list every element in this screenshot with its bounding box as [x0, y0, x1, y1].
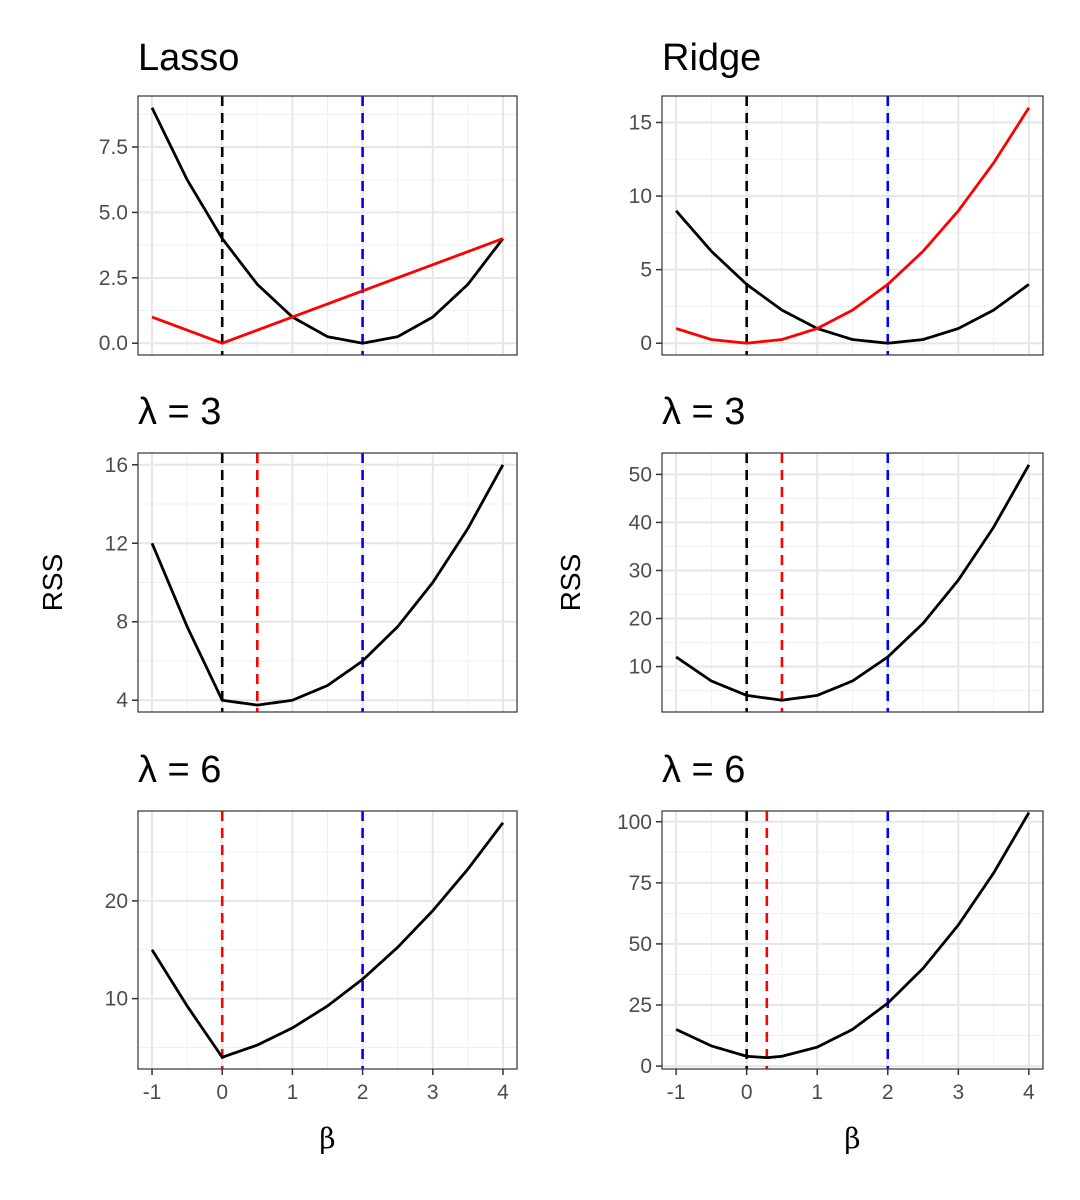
x-tick-label: 4: [1023, 1081, 1035, 1104]
panel-border: [661, 810, 1044, 1070]
x-tick-label: 0: [216, 1081, 228, 1104]
curve-rss-penalty: [150, 464, 505, 707]
y-tick-label: 4: [116, 689, 128, 712]
panel-lasso-bot: 10 20 -1 0 1 2 3 4 β λ = 6: [105, 749, 518, 1155]
x-tick-label: 0: [741, 1081, 753, 1104]
y-tick-label: 20: [105, 890, 128, 913]
panel-border: [137, 95, 518, 356]
y-tick-label: 10: [629, 185, 652, 208]
panel-ridge-mid: 10 20 30 40 50 λ = 3 RSS: [555, 391, 1044, 713]
x-axis-title: β: [844, 1122, 860, 1155]
x-tick-label: 3: [952, 1081, 964, 1104]
panel-border: [661, 452, 1044, 713]
panel-title: Lasso: [138, 37, 239, 79]
panel-lasso-top: 0.0 2.5 5.0 7.5 Lasso: [99, 37, 518, 356]
y-tick-label: 50: [629, 933, 652, 956]
panel-title: λ = 6: [662, 749, 745, 791]
y-tick-label: 16: [105, 454, 128, 477]
y-tick-label: 5: [640, 259, 652, 282]
x-tick-label: -1: [143, 1081, 162, 1104]
panel-border: [137, 452, 518, 713]
y-tick-label: 5.0: [99, 201, 128, 224]
curve-rss: [150, 107, 505, 345]
x-tick-label: 2: [882, 1081, 894, 1104]
y-tick-label: 10: [105, 988, 128, 1011]
y-tick-label: 10: [629, 656, 652, 679]
y-tick-label: 20: [629, 608, 652, 631]
panel-lasso-mid: 4 8 12 16 λ = 3 RSS: [37, 391, 518, 713]
panel-border: [661, 95, 1044, 356]
y-tick-label: 25: [629, 994, 652, 1017]
curve-rss-penalty: [675, 811, 1031, 1060]
panel-title: λ = 3: [138, 391, 221, 433]
panel-title: Ridge: [662, 37, 761, 79]
y-tick-label: 2.5: [99, 267, 128, 290]
y-tick-label: 100: [617, 811, 652, 834]
y-tick-label: 15: [629, 111, 652, 134]
panel-ridge-bot: 0 25 50 75 100 -1 0 1 2 3 4 β λ = 6: [617, 749, 1044, 1155]
y-tick-label: 50: [629, 463, 652, 486]
y-axis-title: RSS: [555, 554, 586, 612]
y-tick-label: 8: [116, 611, 128, 634]
panel-title: λ = 6: [138, 749, 221, 791]
y-tick-label: 40: [629, 511, 652, 534]
x-tick-label: 4: [497, 1081, 509, 1104]
curve-penalty: [151, 237, 504, 345]
y-tick-label: 7.5: [99, 136, 128, 159]
x-tick-label: 3: [427, 1081, 439, 1104]
panel-title: λ = 3: [662, 391, 745, 433]
x-tick-label: 2: [357, 1081, 369, 1104]
y-tick-label: 0: [640, 1055, 652, 1078]
y-tick-label: 12: [105, 532, 128, 555]
x-axis-title: β: [319, 1122, 335, 1155]
curve-penalty: [675, 107, 1031, 345]
curve-rss: [675, 209, 1030, 345]
panel-ridge-top: 0 5 10 15 Ridge: [629, 37, 1044, 356]
y-tick-label: 0.0: [99, 332, 128, 355]
y-tick-label: 0: [640, 332, 652, 355]
x-tick-label: 1: [811, 1081, 823, 1104]
curve-rss-penalty: [150, 821, 505, 1059]
y-tick-label: 75: [629, 872, 652, 895]
curve-rss-penalty: [675, 464, 1031, 702]
x-tick-label: -1: [667, 1081, 686, 1104]
y-tick-label: 30: [629, 559, 652, 582]
panel-border: [137, 810, 518, 1070]
x-tick-label: 1: [287, 1081, 299, 1104]
y-axis-title: RSS: [37, 554, 68, 612]
